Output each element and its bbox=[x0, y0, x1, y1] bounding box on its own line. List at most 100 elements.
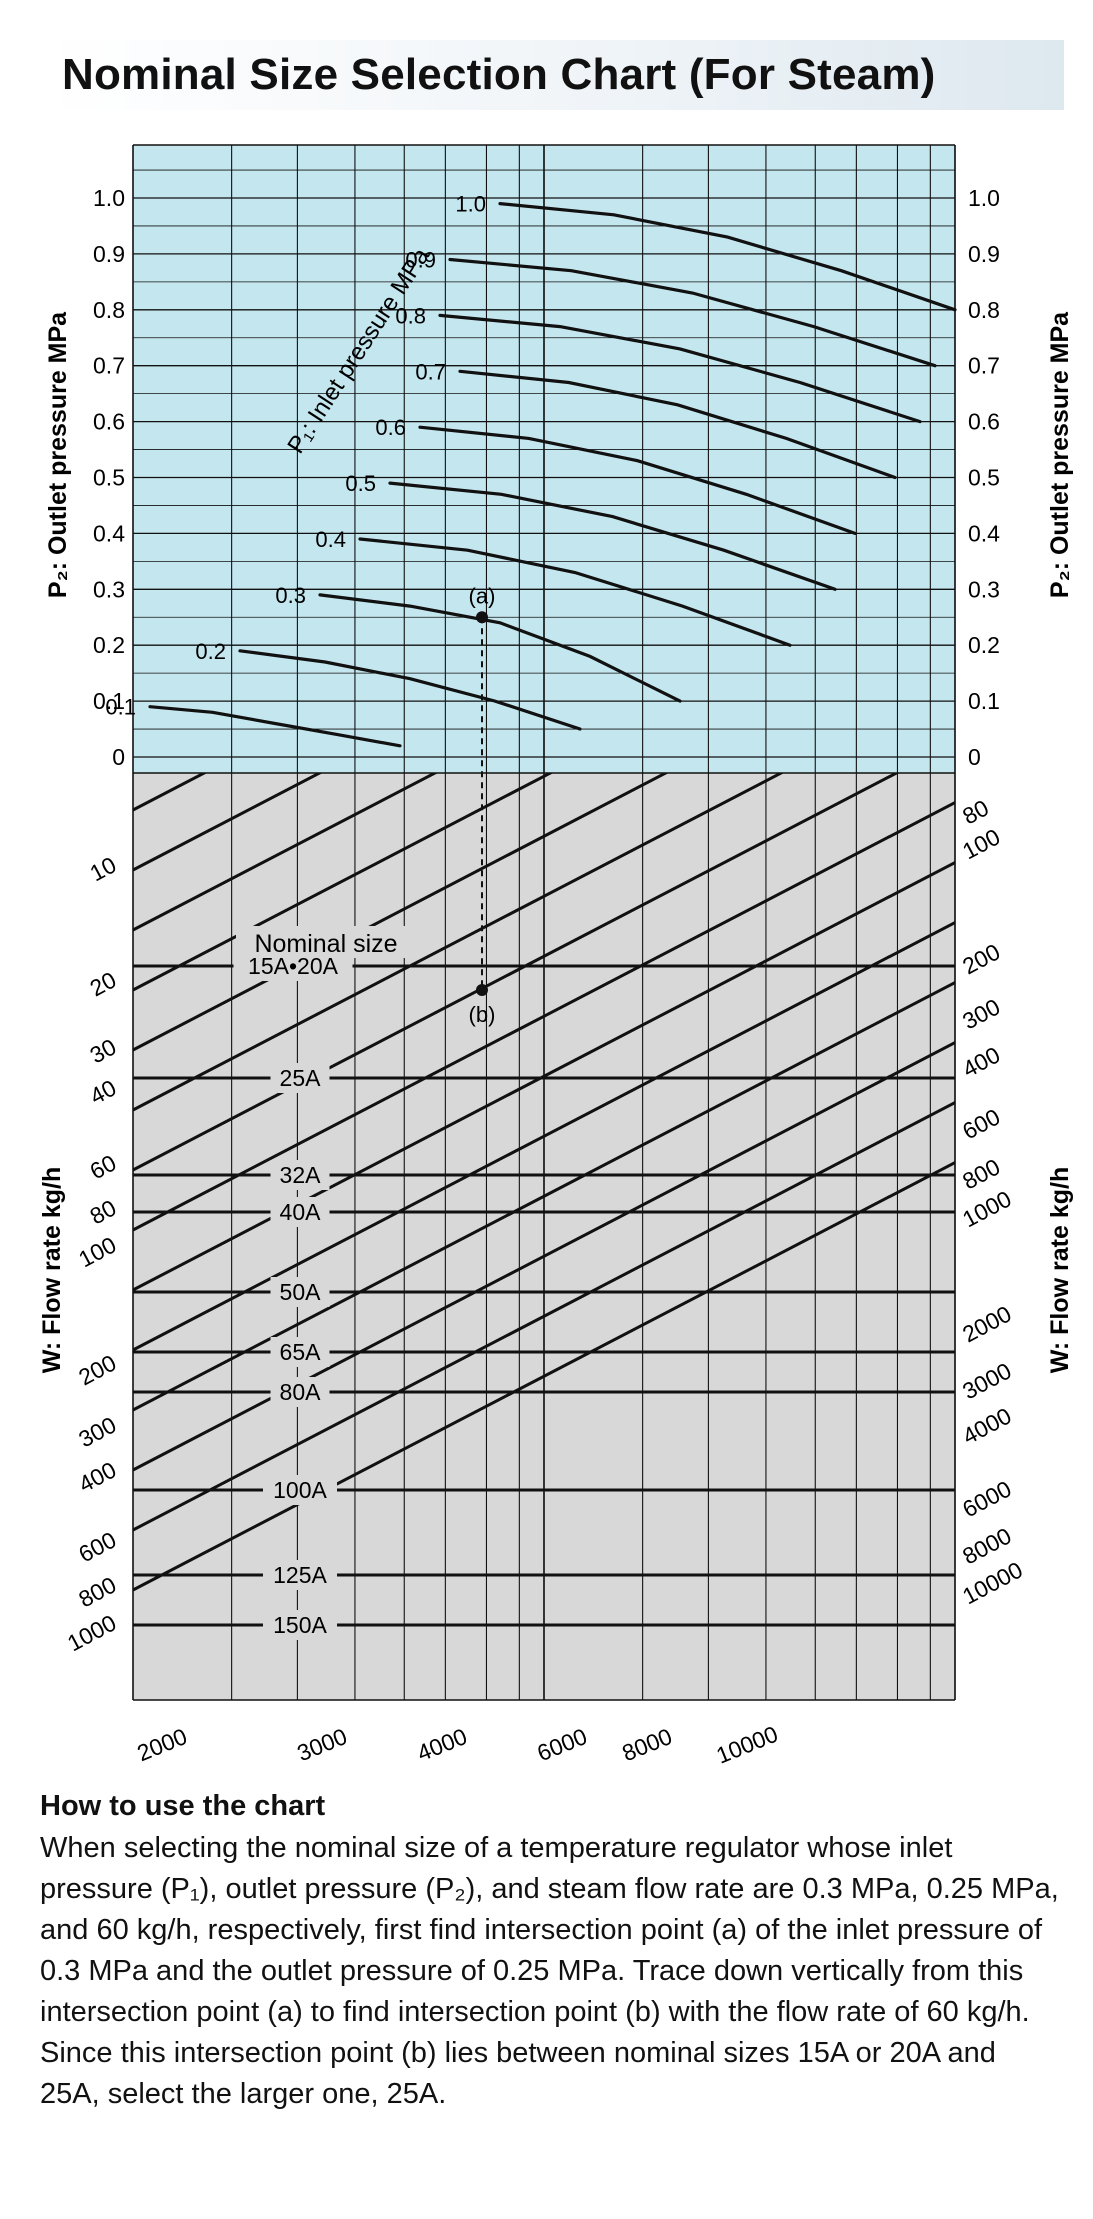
howto-body: When selecting the nominal size of a tem… bbox=[40, 1832, 1059, 2110]
flow-rate-line bbox=[133, 921, 955, 1352]
point-a-label: (a) bbox=[469, 583, 496, 608]
top-ytick-right: 0.8 bbox=[968, 297, 1000, 323]
nominal-size-label-bg bbox=[270, 1277, 330, 1307]
nominal-size-label-bg bbox=[270, 1377, 330, 1407]
top-ytick-left: 0.8 bbox=[93, 297, 125, 323]
inlet-pressure-curve bbox=[148, 705, 402, 748]
inlet-pressure-curve bbox=[388, 481, 837, 591]
top-ytick-right: 0.2 bbox=[968, 632, 1000, 658]
flow-tick-left: 800 bbox=[74, 1571, 120, 1612]
flow-tick-left: 600 bbox=[74, 1526, 120, 1567]
flow-rate-line bbox=[133, 773, 323, 872]
curve-label: 0.5 bbox=[345, 471, 376, 496]
top-ylabel-right: P₂: Outlet pressure MPa bbox=[1046, 311, 1074, 598]
inlet-pressure-curve bbox=[318, 593, 682, 703]
nominal-size-label: 150A bbox=[273, 1612, 327, 1638]
flow-tick-bottom: 2000 bbox=[133, 1723, 190, 1766]
flow-tick-bottom: 4000 bbox=[413, 1723, 470, 1766]
top-ytick-left: 0.1 bbox=[93, 688, 125, 714]
point-a bbox=[476, 611, 488, 624]
inlet-pressure-curve bbox=[238, 649, 582, 731]
top-ytick-right: 0.9 bbox=[968, 241, 1000, 267]
top-ytick-right: 0.7 bbox=[968, 353, 1000, 379]
inlet-pressure-curve bbox=[498, 202, 957, 312]
top-ytick-left: 0.4 bbox=[93, 520, 125, 546]
flow-tick-bottom: 10000 bbox=[712, 1721, 781, 1769]
curve-label: 0.2 bbox=[195, 639, 226, 664]
flow-rate-line bbox=[133, 1041, 955, 1472]
flow-tick-right: 600 bbox=[958, 1103, 1004, 1144]
curve-label: 0.1 bbox=[105, 695, 136, 720]
flow-tick-right: 80 bbox=[958, 794, 993, 829]
nominal-size-label-bg bbox=[263, 1610, 337, 1640]
flow-tick-right: 1000 bbox=[958, 1185, 1015, 1232]
flow-rate-line bbox=[133, 773, 900, 1172]
top-ytick-right: 0.5 bbox=[968, 465, 1000, 491]
flow-tick-right: 6000 bbox=[958, 1475, 1015, 1522]
flow-rate-line bbox=[133, 1161, 955, 1592]
flow-tick-right: 2000 bbox=[958, 1300, 1015, 1347]
top-ytick-right: 1.0 bbox=[968, 185, 1000, 211]
top-ytick-left: 0 bbox=[112, 744, 125, 770]
nominal-size-label: 50A bbox=[280, 1279, 322, 1305]
top-ytick-left: 0.7 bbox=[93, 353, 125, 379]
flow-tick-left: 1000 bbox=[63, 1609, 120, 1656]
flow-tick-left: 10 bbox=[86, 851, 121, 886]
flow-tick-left: 30 bbox=[86, 1033, 121, 1068]
top-ytick-right: 0.1 bbox=[968, 688, 1000, 714]
curve-label: 1.0 bbox=[455, 192, 486, 217]
bottom-ylabel-right: W: Flow rate kg/h bbox=[1046, 1167, 1074, 1374]
inlet-pressure-curve bbox=[448, 257, 937, 368]
top-ytick-right: 0 bbox=[968, 744, 981, 770]
flow-tick-right: 200 bbox=[958, 938, 1004, 979]
flow-rate-line bbox=[133, 0, 955, 150]
inlet-pressure-curve bbox=[458, 369, 897, 480]
top-ylabel-left: P₂: Outlet pressure MPa bbox=[44, 311, 72, 598]
flow-rate-line bbox=[133, 801, 955, 1232]
nominal-size-label: 80A bbox=[280, 1379, 322, 1405]
flow-tick-right: 100 bbox=[958, 823, 1004, 864]
point-b-label: (b) bbox=[469, 1002, 496, 1027]
inlet-pressure-curve bbox=[358, 537, 792, 647]
nominal-size-label: 32A bbox=[280, 1162, 322, 1188]
nominal-size-label-bg bbox=[270, 1063, 330, 1093]
flow-tick-bottom: 3000 bbox=[293, 1723, 350, 1766]
flow-tick-left: 60 bbox=[86, 1149, 121, 1184]
nominal-size-label-bg bbox=[270, 1160, 330, 1190]
flow-rate-line bbox=[133, 773, 785, 1112]
flow-tick-left: 20 bbox=[86, 966, 121, 1001]
flow-tick-bottom: 6000 bbox=[533, 1723, 590, 1766]
nominal-size-label: 100A bbox=[273, 1477, 327, 1503]
flow-tick-left: 400 bbox=[74, 1456, 120, 1497]
top-ytick-left: 1.0 bbox=[93, 185, 125, 211]
nominal-label-bg bbox=[236, 926, 412, 958]
nominal-size-label: 25A bbox=[280, 1065, 322, 1091]
flow-rate-line bbox=[133, 981, 955, 1412]
curve-label: 0.7 bbox=[415, 359, 446, 384]
flow-tick-right: 300 bbox=[958, 993, 1004, 1034]
flow-rate-line bbox=[133, 0, 955, 30]
flow-rate-line bbox=[133, 861, 955, 1292]
bottom-ylabel-left: W: Flow rate kg/h bbox=[38, 1167, 66, 1374]
flow-tick-right: 3000 bbox=[958, 1357, 1015, 1404]
nominal-size-label: 40A bbox=[280, 1199, 322, 1225]
flow-tick-left: 80 bbox=[86, 1194, 121, 1229]
flow-rate-line bbox=[133, 773, 439, 932]
flow-tick-left: 200 bbox=[74, 1349, 120, 1390]
page-title: Nominal Size Selection Chart (For Steam) bbox=[44, 40, 1064, 110]
top-ytick-left: 0.3 bbox=[93, 576, 125, 602]
flow-tick-left: 300 bbox=[74, 1411, 120, 1452]
nominal-size-label-bg bbox=[263, 1560, 337, 1590]
nominal-size-label: 125A bbox=[273, 1562, 327, 1588]
top-ytick-left: 0.6 bbox=[93, 409, 125, 435]
top-ytick-left: 0.5 bbox=[93, 465, 125, 491]
flow-tick-right: 400 bbox=[958, 1041, 1004, 1082]
flow-rate-line bbox=[133, 0, 955, 90]
flow-tick-left: 100 bbox=[74, 1231, 120, 1272]
curve-label: 0.8 bbox=[395, 303, 426, 328]
nominal-size-label-bg bbox=[263, 1475, 337, 1505]
curve-label: 0.3 bbox=[275, 583, 306, 608]
curve-label: 0.9 bbox=[405, 247, 436, 272]
nominal-size-label: 65A bbox=[280, 1339, 322, 1365]
nominal-size-label: Nominal size bbox=[254, 930, 397, 958]
